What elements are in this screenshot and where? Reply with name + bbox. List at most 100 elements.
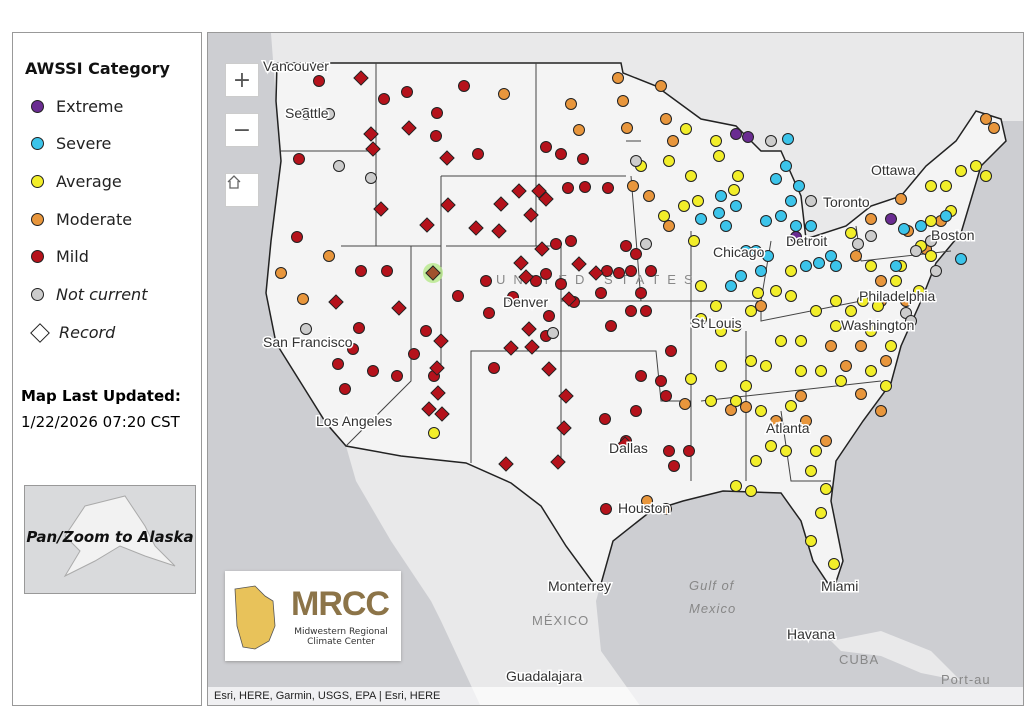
station-not-current[interactable]: [852, 238, 864, 250]
station-mild[interactable]: [645, 265, 657, 277]
station-not-current[interactable]: [547, 327, 559, 339]
station-record-selected[interactable]: [425, 265, 441, 281]
station-average[interactable]: [785, 290, 797, 302]
station-mild[interactable]: [507, 291, 519, 303]
station-severe[interactable]: [775, 210, 787, 222]
station-not-current[interactable]: [765, 135, 777, 147]
station-mild-record[interactable]: [550, 454, 566, 470]
station-mild-record[interactable]: [433, 333, 449, 349]
station-severe[interactable]: [725, 280, 737, 292]
station-average[interactable]: [685, 373, 697, 385]
station-not-current[interactable]: [630, 155, 642, 167]
station-mild-record[interactable]: [373, 201, 389, 217]
station-average[interactable]: [692, 195, 704, 207]
station-severe[interactable]: [785, 195, 797, 207]
station-severe[interactable]: [813, 257, 825, 269]
station-average[interactable]: [795, 365, 807, 377]
station-moderate[interactable]: [895, 193, 907, 205]
station-moderate[interactable]: [612, 72, 624, 84]
station-mild[interactable]: [655, 375, 667, 387]
station-mild-record[interactable]: [493, 196, 509, 212]
station-moderate[interactable]: [850, 250, 862, 262]
station-average[interactable]: [730, 395, 742, 407]
station-severe[interactable]: [782, 133, 794, 145]
station-mild-record[interactable]: [561, 291, 577, 307]
station-extreme[interactable]: [742, 131, 754, 143]
station-mild[interactable]: [599, 413, 611, 425]
station-average[interactable]: [755, 405, 767, 417]
station-mild[interactable]: [332, 358, 344, 370]
station-average[interactable]: [680, 123, 692, 135]
station-average[interactable]: [980, 170, 992, 182]
station-moderate[interactable]: [865, 213, 877, 225]
station-average[interactable]: [810, 305, 822, 317]
station-average[interactable]: [678, 200, 690, 212]
station-mild[interactable]: [488, 362, 500, 374]
station-mild[interactable]: [668, 460, 680, 472]
station-moderate[interactable]: [770, 415, 782, 427]
station-mild[interactable]: [378, 93, 390, 105]
station-severe[interactable]: [695, 213, 707, 225]
station-mild[interactable]: [408, 348, 420, 360]
station-moderate[interactable]: [980, 113, 992, 125]
station-average[interactable]: [730, 480, 742, 492]
station-average[interactable]: [732, 170, 744, 182]
station-mild-record[interactable]: [524, 339, 540, 355]
station-average[interactable]: [845, 305, 857, 317]
station-mild[interactable]: [355, 265, 367, 277]
station-average[interactable]: [770, 285, 782, 297]
station-average[interactable]: [845, 227, 857, 239]
station-average[interactable]: [880, 380, 892, 392]
station-mild-record[interactable]: [556, 420, 572, 436]
station-not-current[interactable]: [925, 235, 937, 247]
station-moderate[interactable]: [627, 180, 639, 192]
station-severe[interactable]: [720, 220, 732, 232]
station-moderate[interactable]: [825, 340, 837, 352]
station-mild-record[interactable]: [521, 321, 537, 337]
station-not-current[interactable]: [805, 195, 817, 207]
station-mild[interactable]: [530, 275, 542, 287]
station-severe[interactable]: [755, 265, 767, 277]
station-mild-record[interactable]: [365, 141, 381, 157]
station-mild-record[interactable]: [419, 217, 435, 233]
station-not-current[interactable]: [333, 160, 345, 172]
station-mild[interactable]: [540, 141, 552, 153]
station-mild[interactable]: [347, 343, 359, 355]
station-moderate[interactable]: [667, 135, 679, 147]
station-markers[interactable]: [275, 70, 1000, 570]
station-severe[interactable]: [793, 180, 805, 192]
station-moderate[interactable]: [725, 404, 737, 416]
station-average[interactable]: [795, 335, 807, 347]
station-average[interactable]: [940, 180, 952, 192]
station-moderate[interactable]: [641, 495, 653, 507]
station-average[interactable]: [715, 325, 727, 337]
station-average[interactable]: [830, 320, 842, 332]
station-mild[interactable]: [630, 248, 642, 260]
station-mild-record[interactable]: [353, 70, 369, 86]
station-mild[interactable]: [353, 322, 365, 334]
station-not-current[interactable]: [910, 245, 922, 257]
station-mild-record[interactable]: [571, 256, 587, 272]
station-average[interactable]: [810, 445, 822, 457]
station-average[interactable]: [428, 427, 440, 439]
station-severe[interactable]: [770, 173, 782, 185]
station-average[interactable]: [785, 265, 797, 277]
station-mild[interactable]: [452, 290, 464, 302]
station-severe[interactable]: [740, 245, 752, 257]
station-average[interactable]: [925, 180, 937, 192]
station-average[interactable]: [785, 400, 797, 412]
station-moderate[interactable]: [643, 190, 655, 202]
station-mild[interactable]: [602, 182, 614, 194]
station-average[interactable]: [815, 365, 827, 377]
station-average[interactable]: [750, 455, 762, 467]
station-mild-record[interactable]: [588, 265, 604, 281]
station-average[interactable]: [865, 325, 877, 337]
station-moderate[interactable]: [655, 80, 667, 92]
station-mild-record[interactable]: [430, 385, 446, 401]
station-average[interactable]: [765, 440, 777, 452]
station-average[interactable]: [865, 260, 877, 272]
station-mild[interactable]: [595, 287, 607, 299]
station-severe[interactable]: [730, 200, 742, 212]
station-mild-record[interactable]: [421, 401, 437, 417]
station-mild[interactable]: [555, 278, 567, 290]
